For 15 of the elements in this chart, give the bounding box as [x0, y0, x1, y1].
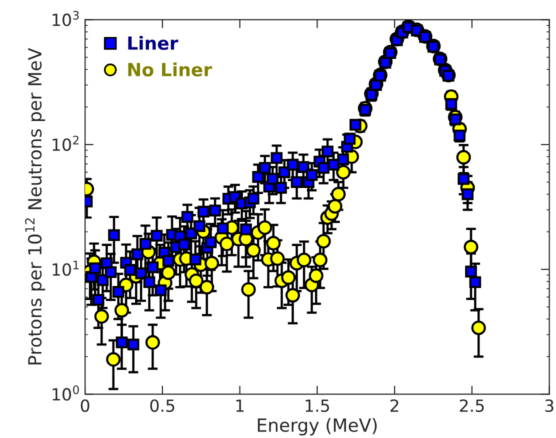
x-tick-label: 3: [545, 399, 554, 412]
legend-label: Liner: [128, 36, 178, 50]
y-tick-label: 10$^{2}$: [52, 136, 78, 151]
x-tick-label: 2.5: [460, 399, 484, 412]
x-tick-label: 1.5: [306, 400, 329, 412]
legend-label: No Liner: [128, 62, 212, 76]
x-tick-label: 0: [80, 399, 90, 412]
y-tick-label: 10$^{1}$: [52, 260, 79, 276]
x-tick-label: 1: [236, 400, 244, 412]
x-axis-title: Energy (MeV): [258, 418, 377, 436]
y-axis-title: Protons per 10$^{12}$ Neutrons per MeV: [25, 48, 46, 364]
y-tick-label: 10$^{0}$: [52, 385, 79, 401]
x-tick-label: 0.5: [150, 399, 174, 412]
y-tick-label: 10$^{3}$: [52, 10, 79, 26]
x-tick-label: 2: [390, 399, 398, 412]
